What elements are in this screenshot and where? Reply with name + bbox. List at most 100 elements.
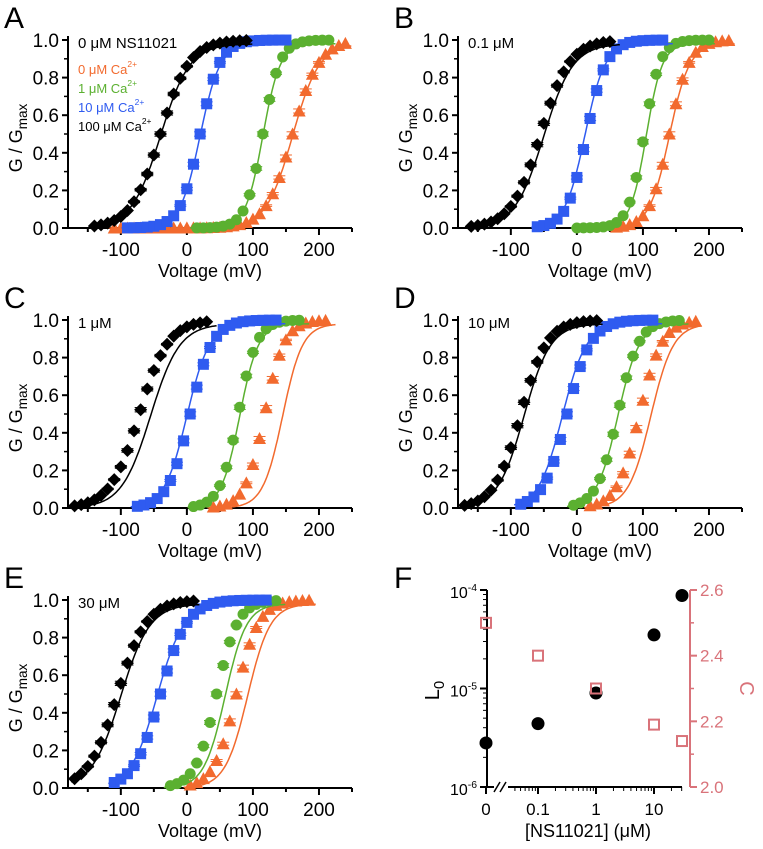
legend-item: 1 μM Ca2+ (78, 78, 137, 96)
data-point (244, 189, 256, 201)
data-point (94, 488, 108, 502)
concentration-annotation: 10 μM (468, 315, 510, 332)
x-tick-label: 100 (627, 520, 659, 541)
data-point (253, 207, 267, 220)
panel-label: B (394, 2, 414, 35)
data-point (521, 496, 533, 508)
y-tick-label: 0.4 (33, 144, 60, 165)
data-point (178, 435, 190, 447)
data-point (107, 698, 121, 712)
data-point (637, 136, 649, 148)
data-point (216, 737, 230, 750)
data-point (151, 493, 163, 505)
panel-f: F 0 0.1 1 10 [NS11021] (μM) 10-4 10-5 10-6 L0 2.0 2… (394, 562, 757, 841)
y-right-tick-label: 2.6 (700, 581, 724, 600)
data-point (574, 361, 586, 373)
data-point (197, 358, 209, 370)
data-point (224, 319, 236, 331)
data-point (267, 34, 279, 46)
data-point (616, 466, 630, 479)
data-point (643, 199, 657, 212)
y-tick-label: 1.0 (33, 591, 59, 612)
data-point (262, 602, 276, 615)
x-axis-label: Voltage (mV) (548, 541, 652, 561)
series-black (68, 315, 217, 513)
y-tick-label: 0.6 (33, 106, 59, 127)
data-point (220, 497, 234, 510)
data-point (656, 157, 670, 170)
y-axis-label: G / Gmax (396, 103, 420, 172)
x-tick-label: 200 (693, 240, 725, 261)
data-point (153, 349, 167, 363)
data-point (531, 221, 543, 233)
data-point (550, 79, 564, 93)
data-point (517, 395, 531, 409)
data-point (221, 595, 233, 607)
data-point (607, 318, 619, 330)
y-left-axis-label: L0 (422, 681, 448, 700)
data-point (224, 636, 236, 648)
data-point (217, 323, 229, 335)
data-point (620, 315, 632, 327)
data-point (247, 594, 259, 606)
data-point (121, 222, 133, 234)
x-tick-label: 1 (591, 800, 600, 819)
data-point (233, 487, 247, 500)
data-point (259, 401, 273, 414)
data-point (722, 33, 736, 46)
data-point (227, 434, 239, 446)
data-point (611, 216, 623, 228)
data-point (87, 749, 101, 763)
data-point (120, 656, 134, 670)
y-axis-label: G / Gmax (6, 103, 30, 172)
data-point (135, 748, 147, 760)
data-point (591, 85, 603, 97)
data-point (689, 45, 703, 58)
x-tick-label: -100 (102, 520, 140, 541)
data-point (207, 597, 219, 609)
data-point (323, 34, 335, 46)
x-tick-label: 100 (627, 240, 659, 261)
data-point (138, 499, 150, 511)
l0-point (647, 628, 661, 642)
x-tick-label: 0 (182, 240, 193, 261)
data-point (610, 480, 624, 493)
data-point (636, 209, 650, 222)
data-point (140, 382, 154, 396)
data-point (147, 148, 161, 162)
concentration-annotation: 30 μM (78, 595, 120, 612)
data-point (643, 368, 657, 381)
data-point (477, 490, 491, 504)
data-point (247, 35, 259, 47)
legend-item: 10 μM Ca2+ (78, 97, 144, 115)
data-point (127, 639, 141, 653)
data-point (141, 731, 153, 743)
data-point (644, 98, 656, 110)
data-point (292, 104, 306, 117)
data-point (128, 222, 140, 234)
data-point (227, 595, 239, 607)
y-right-tick-label: 2.0 (700, 778, 724, 797)
data-point (576, 42, 590, 56)
x-tick-label: 0 (572, 520, 583, 541)
data-point (538, 220, 550, 232)
x-tick-label: 100 (237, 240, 269, 261)
data-point (627, 350, 639, 362)
series-black (458, 314, 604, 512)
data-point (312, 55, 326, 68)
data-point (620, 372, 632, 384)
data-point (689, 314, 703, 327)
data-point (272, 170, 286, 183)
data-point (234, 594, 246, 606)
y-left-tick-label: 10-4 (450, 583, 477, 602)
data-point (601, 320, 613, 332)
x-tick-label: 0 (481, 800, 490, 819)
data-point (187, 158, 199, 170)
data-point (614, 399, 626, 411)
data-point (254, 34, 266, 46)
y-tick-label: 0.8 (423, 349, 449, 370)
data-point (140, 615, 154, 629)
series-orange (107, 36, 352, 234)
data-point (190, 776, 204, 789)
series-blue (108, 594, 273, 788)
